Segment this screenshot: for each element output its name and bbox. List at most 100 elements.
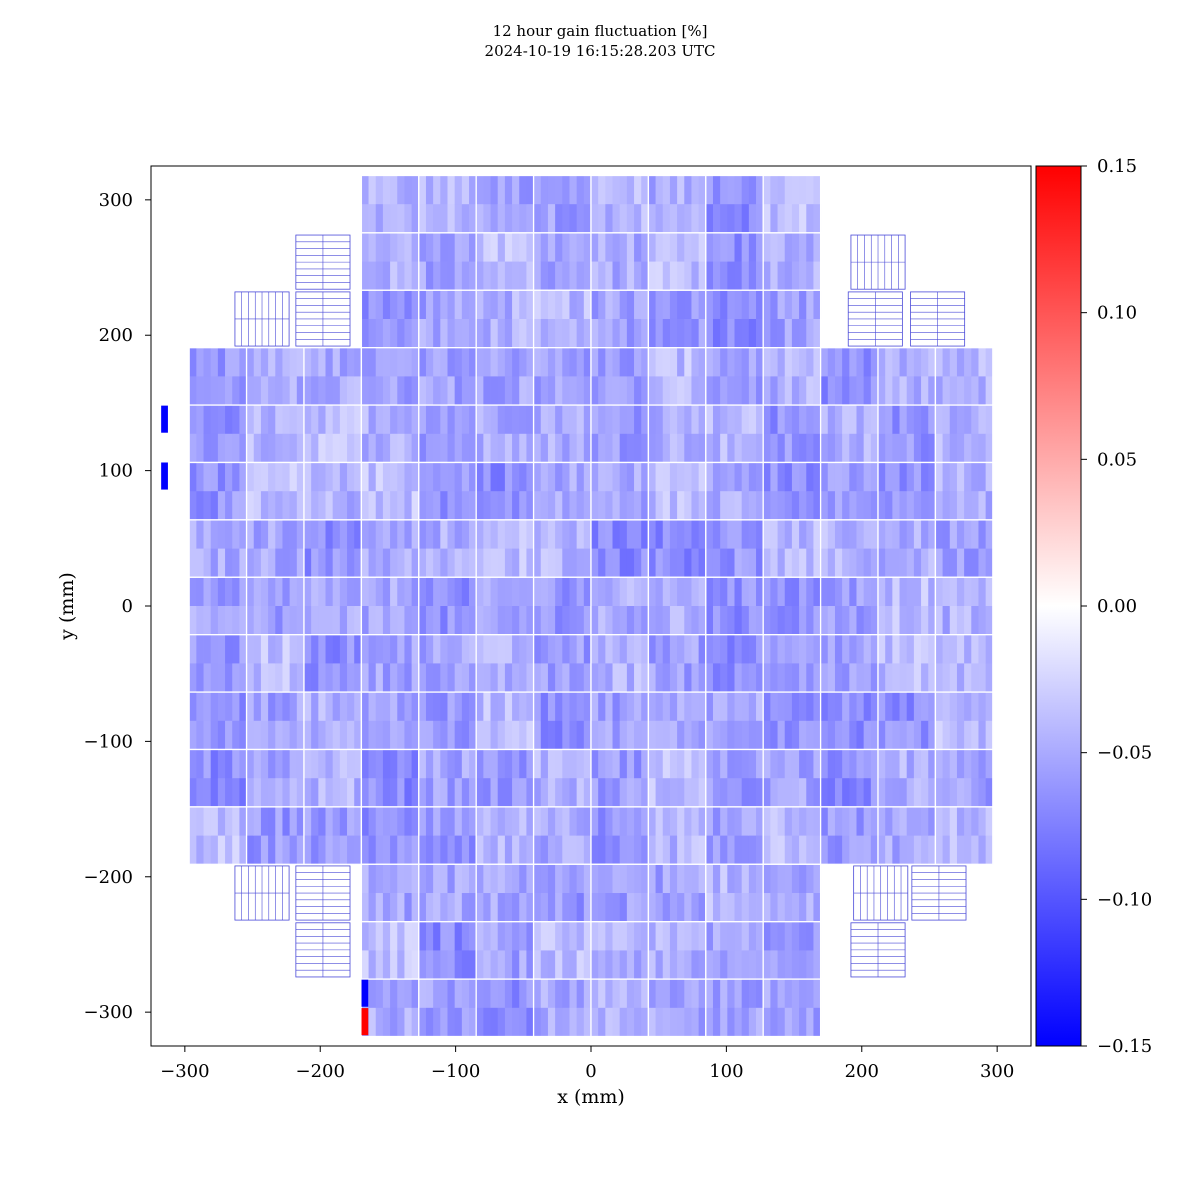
- heatmap-cell: [655, 462, 664, 492]
- heatmap-cell: [397, 318, 405, 349]
- heatmap-cell: [404, 950, 413, 980]
- heatmap-cell: [390, 835, 398, 865]
- heatmap-cell: [913, 663, 922, 693]
- heatmap-cell: [734, 175, 743, 205]
- heatmap-cell: [382, 806, 391, 837]
- heatmap-cell: [626, 232, 635, 262]
- heatmap-cell: [325, 663, 334, 693]
- y-tick-label: −200: [84, 867, 133, 888]
- heatmap-cell: [361, 950, 369, 980]
- heatmap-cell: [763, 376, 771, 406]
- heatmap-cell: [720, 663, 728, 693]
- heatmap-cell: [906, 835, 915, 865]
- module: [418, 576, 477, 636]
- heatmap-cell: [863, 606, 872, 636]
- heatmap-cell: [232, 634, 240, 664]
- heatmap-cell: [655, 864, 664, 894]
- heatmap-cell: [454, 318, 463, 349]
- heatmap-cell: [289, 376, 298, 406]
- heatmap-cell: [634, 548, 642, 578]
- heatmap-cell: [705, 405, 714, 435]
- heatmap-cell: [547, 175, 556, 205]
- heatmap-cell: [691, 749, 700, 779]
- heatmap-cell: [727, 720, 735, 750]
- heatmap-cell: [382, 290, 391, 320]
- heatmap-cell: [318, 519, 326, 549]
- heatmap-cell: [641, 347, 649, 377]
- heatmap-cell: [669, 462, 678, 492]
- module: [188, 404, 248, 464]
- heatmap-cell: [440, 950, 448, 980]
- heatmap-cell: [275, 347, 283, 377]
- heatmap-cell: [433, 921, 441, 951]
- heatmap-cell: [583, 433, 592, 463]
- heatmap-cell: [949, 634, 958, 664]
- heatmap-cell: [878, 405, 886, 435]
- heatmap-cell: [533, 749, 542, 779]
- heatmap-cell: [461, 548, 470, 578]
- heatmap-cell: [275, 663, 283, 693]
- heatmap-cell: [411, 864, 420, 894]
- heatmap-cell: [942, 806, 951, 837]
- heatmap-cell: [885, 806, 893, 837]
- heatmap-cell: [827, 720, 836, 750]
- heatmap-cell: [591, 347, 599, 377]
- heatmap-cell: [591, 519, 599, 549]
- heatmap-cell: [282, 347, 291, 377]
- heatmap-cell: [203, 519, 212, 549]
- colorbar-tick-label: −0.10: [1097, 889, 1152, 910]
- heatmap-cell: [813, 376, 822, 406]
- heatmap-cell: [756, 232, 764, 262]
- heatmap-cell: [569, 1007, 578, 1037]
- heatmap-cell: [533, 921, 542, 951]
- heatmap-cell: [454, 519, 463, 549]
- module: [245, 634, 305, 693]
- heatmap-cell: [461, 778, 470, 808]
- heatmap-cell: [203, 634, 212, 664]
- heatmap-cell: [368, 577, 377, 607]
- heatmap-cell: [418, 979, 427, 1009]
- heatmap-cell: [791, 519, 800, 549]
- heatmap-cell: [634, 376, 642, 406]
- heatmap-cell: [189, 606, 197, 636]
- heatmap-cell: [849, 462, 857, 492]
- heatmap-cell: [720, 462, 728, 492]
- heatmap-cell: [476, 405, 484, 435]
- heatmap-cell: [605, 778, 613, 808]
- heatmap-cell: [303, 491, 312, 521]
- heatmap-cell: [913, 433, 922, 463]
- heatmap-cell: [347, 433, 355, 463]
- heatmap-cell: [791, 1007, 800, 1037]
- heatmap-cell: [440, 979, 448, 1009]
- heatmap-cell: [347, 548, 355, 578]
- heatmap-cell: [547, 577, 556, 607]
- heatmap-cell: [677, 462, 685, 492]
- heatmap-cell: [433, 347, 441, 377]
- heatmap-cell: [325, 376, 334, 406]
- heatmap-cell: [921, 433, 929, 463]
- heatmap-cell: [433, 692, 441, 722]
- heatmap-cell: [382, 175, 391, 205]
- heatmap-cell: [461, 864, 470, 894]
- heatmap-cell: [662, 548, 671, 578]
- heatmap-cell: [504, 204, 513, 234]
- heatmap-cell: [655, 893, 664, 923]
- heatmap-cell: [483, 749, 491, 779]
- heatmap-cell: [784, 950, 793, 980]
- heatmap-cell: [799, 749, 807, 779]
- heatmap-cell: [497, 663, 506, 693]
- heatmap-cell: [540, 1007, 549, 1037]
- heatmap-cell: [332, 806, 341, 837]
- heatmap-cell: [741, 405, 750, 435]
- heatmap-cell: [583, 175, 592, 205]
- heatmap-cell: [225, 519, 233, 549]
- heatmap-cell: [260, 806, 269, 837]
- heatmap-cell: [296, 347, 305, 377]
- heatmap-cell: [447, 893, 456, 923]
- heatmap-cell: [469, 175, 477, 205]
- heatmap-cell: [698, 405, 707, 435]
- heatmap-cell: [849, 491, 857, 521]
- heatmap-cell: [504, 376, 513, 406]
- heatmap-cell: [425, 347, 434, 377]
- heatmap-cell: [583, 1007, 592, 1037]
